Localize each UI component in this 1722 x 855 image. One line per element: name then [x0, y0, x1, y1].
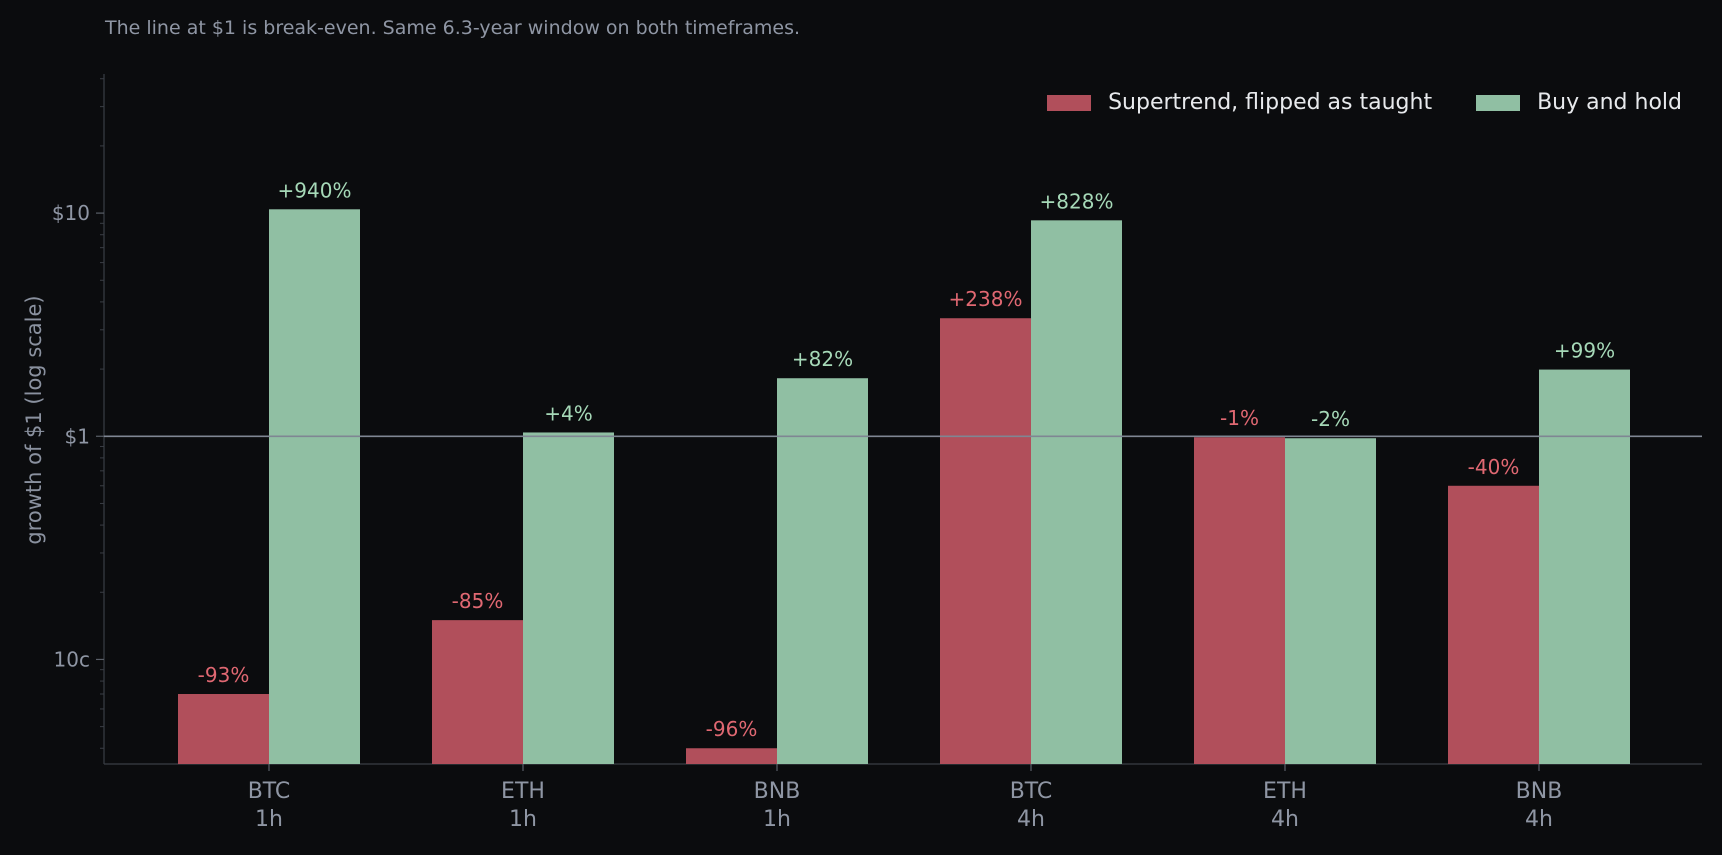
bar-buy-and-hold [269, 209, 360, 765]
data-label-supertrend: -96% [706, 717, 758, 741]
data-label-supertrend: -85% [452, 589, 504, 613]
bar-supertrend [1194, 437, 1285, 764]
legend-label-supertrend: Supertrend, flipped as taught [1108, 90, 1433, 115]
data-label-supertrend: -40% [1468, 455, 1520, 479]
x-tick-label-asset: ETH [1263, 779, 1307, 804]
data-label-buy-and-hold: +828% [1040, 189, 1114, 213]
data-label-supertrend: -1% [1220, 406, 1259, 430]
legend-item-buy-and-hold: Buy and hold [1476, 90, 1682, 115]
data-label-buy-and-hold: +99% [1554, 339, 1615, 363]
x-tick-label-timeframe: 4h [1017, 807, 1045, 832]
legend-swatch-buy-and-hold [1476, 94, 1521, 111]
chart-legend: Supertrend, flipped as taught Buy and ho… [1047, 90, 1682, 115]
data-label-buy-and-hold: +940% [278, 178, 352, 202]
data-label-buy-and-hold: -2% [1311, 407, 1350, 431]
x-tick-label-asset: BNB [1516, 779, 1563, 804]
x-tick-label-timeframe: 4h [1525, 807, 1553, 832]
x-tick-label-asset: BTC [248, 779, 291, 804]
y-tick-label: 10c [54, 647, 90, 671]
x-tick-label-asset: ETH [501, 779, 545, 804]
x-tick-label-asset: BTC [1010, 779, 1053, 804]
bar-supertrend [178, 694, 269, 764]
x-tick-label-asset: BNB [754, 779, 801, 804]
x-tick-label-timeframe: 4h [1271, 807, 1299, 832]
data-label-supertrend: +238% [949, 287, 1023, 311]
x-tick-label-timeframe: 1h [255, 807, 283, 832]
x-tick-label-timeframe: 1h [509, 807, 537, 832]
bar-buy-and-hold [1539, 369, 1630, 764]
bar-buy-and-hold [1031, 220, 1122, 764]
legend-swatch-supertrend [1047, 94, 1092, 111]
bar-buy-and-hold [523, 432, 614, 764]
bar-buy-and-hold [777, 378, 868, 764]
legend-item-supertrend: Supertrend, flipped as taught [1047, 90, 1432, 115]
y-tick-label: $1 [65, 424, 90, 448]
data-label-supertrend: -93% [198, 663, 250, 687]
x-tick-label-timeframe: 1h [763, 807, 791, 832]
data-label-buy-and-hold: +4% [544, 401, 593, 425]
bar-supertrend [940, 318, 1031, 764]
bar-supertrend [432, 620, 523, 764]
y-tick-label: $10 [52, 201, 90, 225]
bar-supertrend [1448, 485, 1539, 764]
bar-buy-and-hold [1285, 438, 1376, 764]
data-label-buy-and-hold: +82% [792, 347, 853, 371]
y-axis-label: growth of $1 (log scale) [22, 295, 46, 545]
chart-subtitle: The line at $1 is break-even. Same 6.3-y… [105, 17, 801, 39]
bar-supertrend [686, 748, 777, 764]
legend-label-buy-and-hold: Buy and hold [1537, 90, 1682, 115]
